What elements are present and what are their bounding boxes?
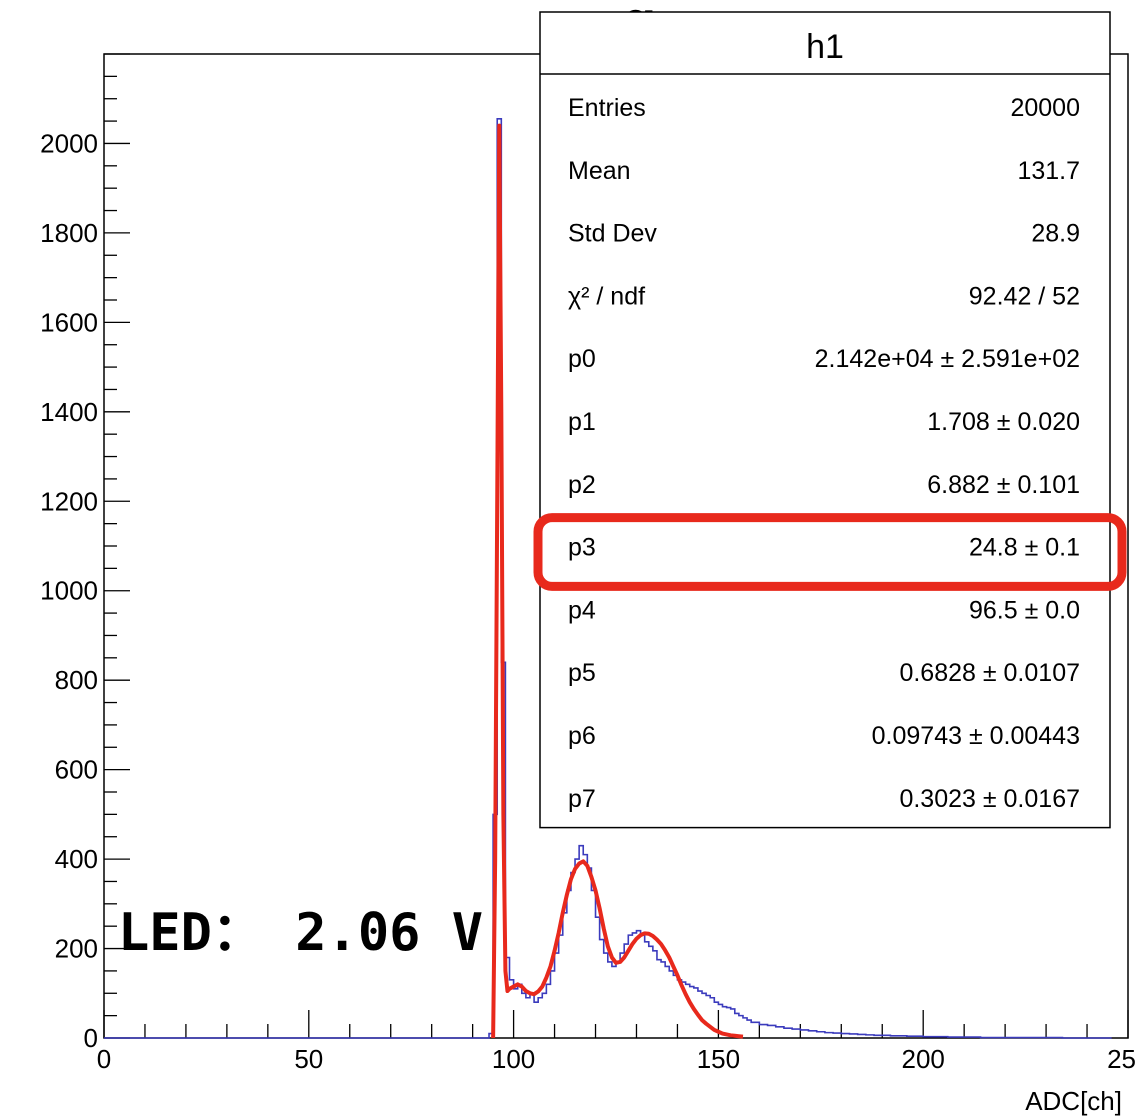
- y-tick-label: 2000: [40, 128, 98, 158]
- stats-row-label: Mean: [568, 157, 631, 185]
- y-tick-label: 200: [55, 934, 98, 964]
- led-voltage-annotation: LED： 2.06 V: [118, 903, 483, 963]
- x-axis-label: ADC[ch]: [1025, 1086, 1122, 1116]
- stats-row-value: 0.09743 ± 0.00443: [872, 722, 1080, 750]
- y-tick-label: 1400: [40, 397, 98, 427]
- stats-row-label: p7: [568, 785, 596, 813]
- y-tick-label: 600: [55, 755, 98, 785]
- x-tick-label: 150: [697, 1044, 740, 1074]
- stats-row-value: 92.42 / 52: [969, 282, 1080, 310]
- fit-curve-series: [491, 123, 744, 1039]
- stats-row-value: 2.142e+04 ± 2.591e+02: [815, 345, 1080, 373]
- stats-row-label: Entries: [568, 94, 646, 122]
- stats-box-title: h1: [806, 28, 844, 66]
- stats-row-value: 6.882 ± 0.101: [927, 471, 1080, 499]
- y-tick-label: 1800: [40, 218, 98, 248]
- stats-row-label: χ² / ndf: [568, 282, 645, 310]
- stats-row-label: p1: [568, 408, 596, 436]
- x-axis: 0 50 100 150 200 25: [97, 1010, 1136, 1074]
- stats-row-value: 131.7: [1017, 157, 1080, 185]
- p3-highlight-box: [533, 513, 1127, 591]
- x-tick-label: 0: [97, 1044, 111, 1074]
- stats-row-label: p3: [568, 534, 596, 562]
- stats-row-label: p6: [568, 722, 596, 750]
- x-tick-label: 200: [902, 1044, 945, 1074]
- fit-curve-line: [491, 123, 744, 1039]
- y-tick-label: 1600: [40, 307, 98, 337]
- stats-row-label: p2: [568, 471, 596, 499]
- y-tick-label: 800: [55, 665, 98, 695]
- stats-row-value: 20000: [1010, 94, 1080, 122]
- stats-row-label: p0: [568, 345, 596, 373]
- y-tick-label: 400: [55, 844, 98, 874]
- x-tick-label: 100: [492, 1044, 535, 1074]
- stats-box: h1 Entries 20000 Mean 131.7 Std Dev 28.9 χ² / n…: [533, 11, 1127, 829]
- stats-box-frame: [539, 11, 1111, 829]
- y-tick-label: 1200: [40, 486, 98, 516]
- stats-row-value: 24.8 ± 0.1: [969, 534, 1080, 562]
- stats-row-label: p4: [568, 596, 596, 624]
- x-tick-label: 25: [1107, 1044, 1136, 1074]
- y-tick-label: 1000: [40, 576, 98, 606]
- stats-row-value: 1.708 ± 0.020: [927, 408, 1080, 436]
- x-tick-label: 50: [294, 1044, 323, 1074]
- stats-row-value: 0.6828 ± 0.0107: [899, 659, 1080, 687]
- stats-row-label: Std Dev: [568, 220, 657, 248]
- stats-row-label: p5: [568, 659, 596, 687]
- stats-row-value: 28.9: [1031, 220, 1080, 248]
- histogram-series: [104, 118, 1112, 1039]
- y-axis: 0 200 400 600 800 1000 1200 1400 1600 1800 2000: [40, 53, 130, 1053]
- stats-row-value: 96.5 ± 0.0: [969, 596, 1080, 624]
- histogram-line: [104, 118, 1112, 1039]
- stats-row-value: 0.3023 ± 0.0167: [899, 785, 1080, 813]
- y-tick-label: 0: [84, 1023, 98, 1053]
